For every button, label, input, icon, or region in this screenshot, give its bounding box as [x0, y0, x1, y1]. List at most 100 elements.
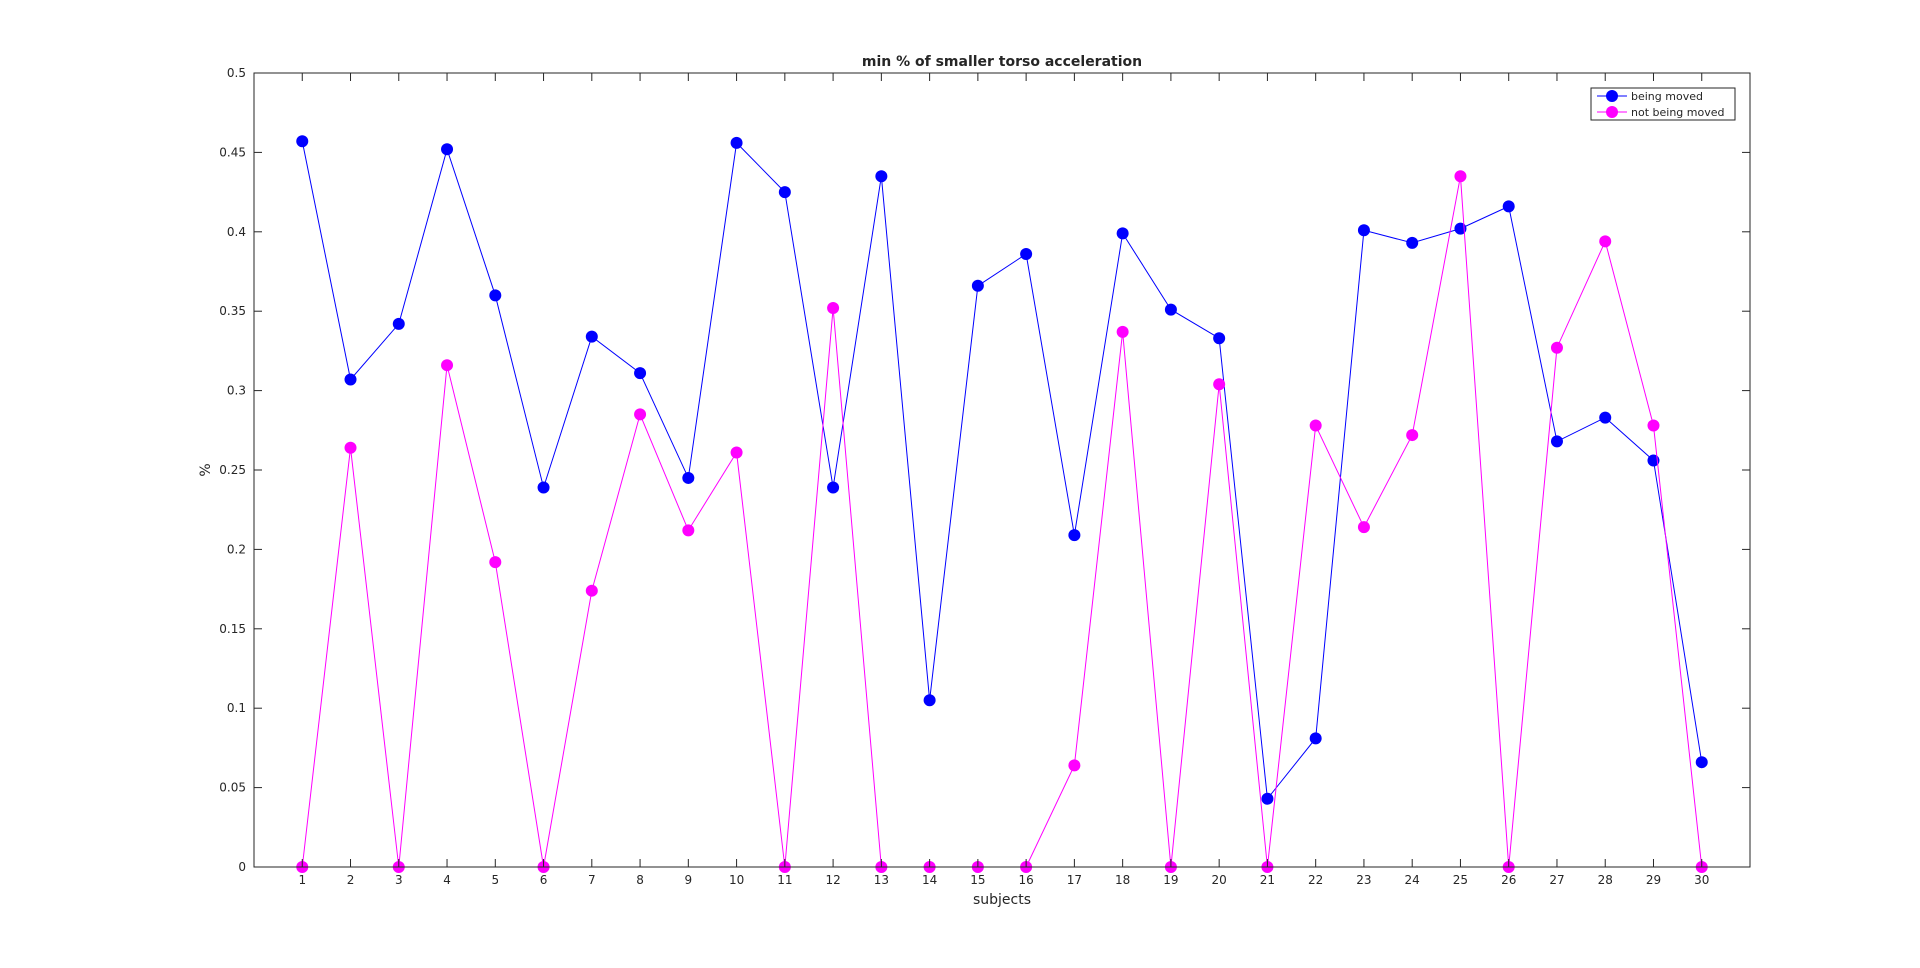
data-point-being-moved — [1213, 332, 1226, 345]
legend-label-being-moved: being moved — [1631, 90, 1703, 103]
x-tick-label: 7 — [588, 873, 596, 887]
data-point-not-being-moved — [730, 446, 743, 459]
data-point-not-being-moved — [344, 441, 357, 454]
y-tick-label: 0.45 — [219, 145, 246, 159]
legend-marker-not-being-moved — [1606, 106, 1618, 118]
x-tick-label: 6 — [540, 873, 548, 887]
legend-marker-being-moved — [1606, 90, 1618, 102]
y-tick-label: 0.1 — [227, 701, 246, 715]
data-point-not-being-moved — [489, 556, 502, 569]
x-tick-label: 17 — [1067, 873, 1082, 887]
data-point-being-moved — [344, 373, 357, 386]
y-tick-label: 0.4 — [227, 225, 246, 239]
data-point-not-being-moved — [1599, 235, 1612, 248]
x-tick-label: 12 — [825, 873, 840, 887]
data-point-being-moved — [392, 317, 405, 330]
data-point-being-moved — [923, 694, 936, 707]
data-point-being-moved — [1261, 792, 1274, 805]
x-tick-label: 29 — [1646, 873, 1661, 887]
data-point-being-moved — [1550, 435, 1563, 448]
x-tick-label: 1 — [298, 873, 306, 887]
x-tick-label: 18 — [1115, 873, 1130, 887]
data-point-not-being-moved — [1309, 419, 1322, 432]
data-point-being-moved — [537, 481, 550, 494]
data-point-not-being-moved — [1213, 378, 1226, 391]
data-point-not-being-moved — [1068, 759, 1081, 772]
chart-title: min % of smaller torso acceleration — [862, 54, 1142, 70]
data-point-being-moved — [1068, 529, 1081, 542]
data-point-being-moved — [1164, 303, 1177, 316]
data-point-being-moved — [730, 136, 743, 149]
data-point-not-being-moved — [682, 524, 695, 537]
x-tick-label: 9 — [685, 873, 693, 887]
y-tick-label: 0.15 — [219, 622, 246, 636]
data-point-not-being-moved — [1647, 419, 1660, 432]
y-tick-label: 0.35 — [219, 304, 246, 318]
x-tick-label: 25 — [1453, 873, 1468, 887]
y-tick-label: 0 — [238, 860, 246, 874]
x-tick-label: 4 — [443, 873, 451, 887]
data-point-not-being-moved — [585, 584, 598, 597]
x-tick-label: 13 — [874, 873, 889, 887]
y-axis-label: % — [198, 463, 214, 476]
data-point-being-moved — [1502, 200, 1515, 213]
data-point-being-moved — [585, 330, 598, 343]
y-tick-label: 0.2 — [227, 542, 246, 556]
ticks-layer: 1 2 3 4 5 6 7 8 9 10 11 12 13 14 15 16 17 18 19 20 21 22 23 24 2… — [219, 66, 1750, 887]
data-point-not-being-moved — [1357, 521, 1370, 534]
data-point-not-being-moved — [827, 302, 840, 315]
plot-area — [254, 73, 1750, 867]
x-tick-label: 2 — [347, 873, 355, 887]
y-tick-label: 0.05 — [219, 781, 246, 795]
x-tick-label: 11 — [777, 873, 792, 887]
x-tick-label: 22 — [1308, 873, 1323, 887]
x-tick-label: 26 — [1501, 873, 1516, 887]
x-tick-label: 30 — [1694, 873, 1709, 887]
y-tick-label: 0.25 — [219, 463, 246, 477]
data-point-being-moved — [875, 170, 888, 183]
data-point-being-moved — [1116, 227, 1129, 240]
data-point-being-moved — [1406, 236, 1419, 249]
x-tick-label: 5 — [491, 873, 499, 887]
x-tick-label: 24 — [1405, 873, 1420, 887]
x-tick-label: 15 — [970, 873, 985, 887]
x-tick-label: 27 — [1549, 873, 1564, 887]
x-tick-label: 8 — [636, 873, 644, 887]
data-point-not-being-moved — [1116, 325, 1129, 338]
data-point-being-moved — [634, 367, 647, 380]
x-tick-label: 10 — [729, 873, 744, 887]
data-point-being-moved — [682, 471, 695, 484]
x-tick-label: 14 — [922, 873, 937, 887]
x-tick-label: 16 — [1018, 873, 1033, 887]
data-point-being-moved — [489, 289, 502, 302]
data-point-being-moved — [1695, 756, 1708, 769]
x-axis-label: subjects — [973, 892, 1031, 908]
x-tick-label: 23 — [1356, 873, 1371, 887]
x-tick-label: 19 — [1163, 873, 1178, 887]
x-tick-label: 20 — [1212, 873, 1227, 887]
y-tick-label: 0.5 — [227, 66, 246, 80]
data-point-being-moved — [827, 481, 840, 494]
data-point-not-being-moved — [1550, 341, 1563, 354]
data-point-not-being-moved — [634, 408, 647, 421]
data-point-not-being-moved — [1454, 170, 1467, 183]
data-layer — [296, 135, 1708, 873]
x-tick-label: 28 — [1598, 873, 1613, 887]
legend: being moved not being moved — [1590, 87, 1736, 121]
data-point-being-moved — [441, 143, 454, 156]
data-point-not-being-moved — [1406, 429, 1419, 442]
data-point-being-moved — [1309, 732, 1322, 745]
data-point-being-moved — [1599, 411, 1612, 424]
y-tick-label: 0.3 — [227, 384, 246, 398]
series-line-being-moved — [301, 141, 1703, 800]
x-tick-label: 21 — [1260, 873, 1275, 887]
data-point-being-moved — [971, 279, 984, 292]
data-point-being-moved — [296, 135, 309, 148]
legend-label-not-being-moved: not being moved — [1631, 106, 1724, 119]
data-point-not-being-moved — [441, 359, 454, 372]
data-point-being-moved — [1020, 248, 1033, 261]
x-tick-label: 3 — [395, 873, 403, 887]
data-point-being-moved — [778, 186, 791, 199]
data-point-being-moved — [1357, 224, 1370, 237]
